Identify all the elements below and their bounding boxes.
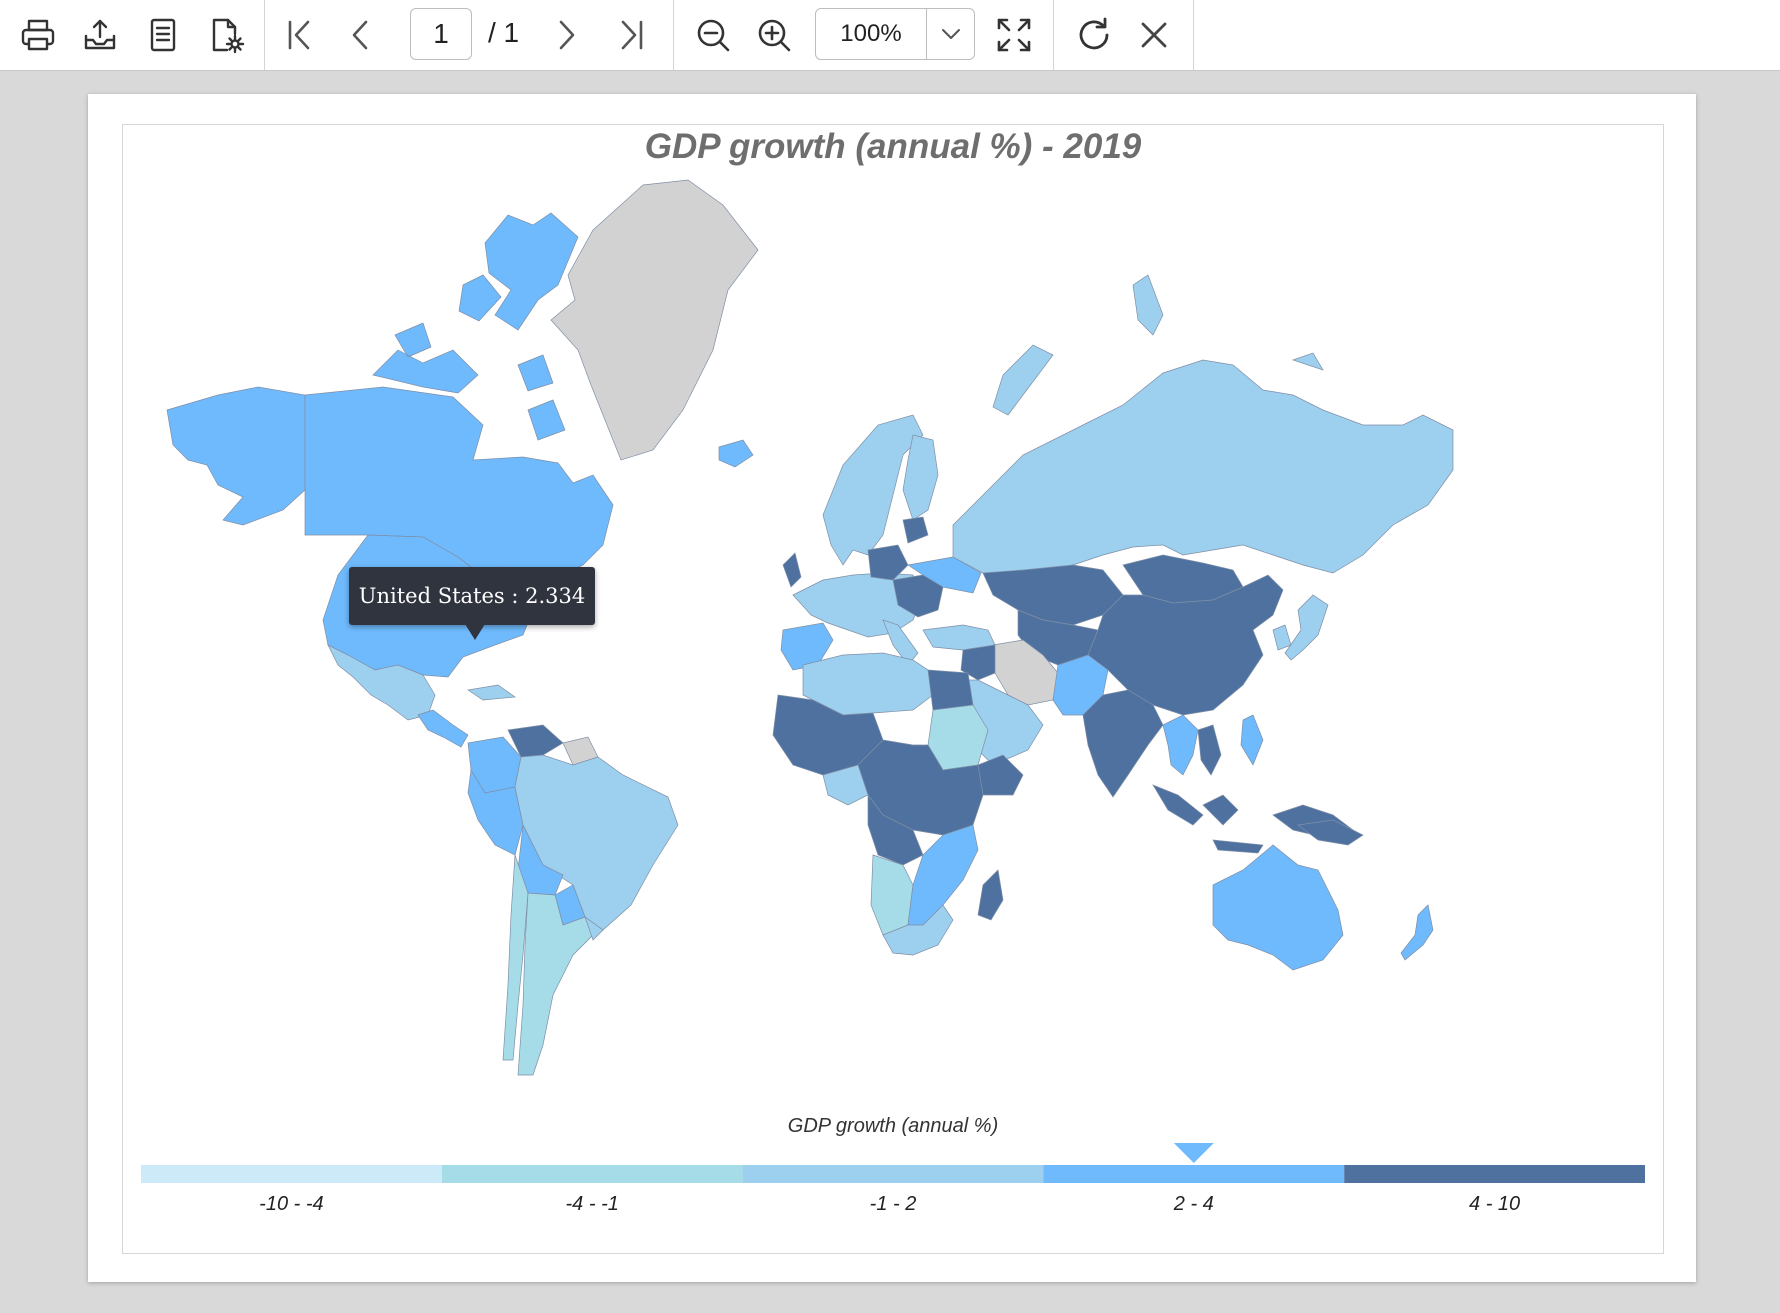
country-russia[interactable] <box>952 359 1454 576</box>
country-finland[interactable] <box>902 434 939 521</box>
fit-page-button[interactable] <box>990 10 1038 60</box>
country-greenland[interactable] <box>550 179 759 461</box>
country-egypt[interactable] <box>927 669 974 711</box>
chevron-down-icon <box>942 29 960 39</box>
legend-swatch-3[interactable] <box>1043 1165 1345 1183</box>
country-south-africa[interactable] <box>882 904 954 956</box>
map-title: GDP growth (annual %) - 2019 <box>644 127 1142 166</box>
legend-label-3: 2 - 4 <box>1173 1193 1214 1215</box>
export-icon <box>84 19 116 50</box>
country-vietnam[interactable] <box>1197 724 1222 776</box>
country-australia[interactable] <box>1212 844 1344 971</box>
country-china[interactable] <box>1087 574 1284 716</box>
page-total-label: / 1 <box>488 17 520 48</box>
zoom-in-button[interactable] <box>750 10 798 60</box>
zoom-out-button[interactable] <box>689 10 737 60</box>
next-page-button[interactable] <box>543 10 591 60</box>
country-central-america[interactable] <box>417 709 469 748</box>
zoom-out-icon <box>697 19 730 52</box>
next-page-icon <box>559 20 575 50</box>
country-papua[interactable] <box>1297 819 1364 846</box>
country-alaska[interactable] <box>166 386 306 526</box>
zoom-dropdown-toggle[interactable] <box>926 9 975 59</box>
country-poland[interactable] <box>867 544 909 581</box>
document-icon <box>150 18 176 52</box>
country-western-europe[interactable] <box>792 572 924 638</box>
country-new-zealand[interactable] <box>1400 904 1434 961</box>
country-se-asia[interactable] <box>1162 714 1199 776</box>
legend-title: GDP growth (annual %) <box>787 1115 999 1137</box>
page-setup-icon <box>212 18 245 54</box>
country-philippines[interactable] <box>1240 714 1264 766</box>
country-chile[interactable] <box>502 854 529 1061</box>
country-scandinavia[interactable] <box>822 414 924 566</box>
legend-swatch-0[interactable] <box>141 1165 442 1183</box>
tooltip-arrow <box>465 624 485 640</box>
country-turkey[interactable] <box>922 624 996 651</box>
legend-swatch-1[interactable] <box>441 1165 743 1183</box>
country-russia-north[interactable] <box>992 274 1324 416</box>
previous-page-button[interactable] <box>336 10 384 60</box>
country-angola-namibia[interactable] <box>870 854 914 936</box>
report-viewer-toolbar: / 1 100% <box>0 0 1780 71</box>
last-page-button[interactable] <box>607 10 655 60</box>
country-indonesia[interactable] <box>1152 784 1354 854</box>
zoom-value: 100% <box>840 20 902 47</box>
map-frame: GDP growth (annual %) - 2019 GDP growth … <box>122 124 1664 1254</box>
country-canada-islands[interactable] <box>372 212 579 441</box>
country-argentina[interactable] <box>517 892 594 1076</box>
refresh-button[interactable] <box>1071 10 1119 60</box>
country-iceland[interactable] <box>718 439 754 468</box>
legend-label-4: 4 - 10 <box>1469 1193 1521 1215</box>
country-madagascar[interactable] <box>977 869 1004 921</box>
page-setup-button[interactable] <box>202 10 250 60</box>
close-icon <box>1141 22 1167 48</box>
country-india[interactable] <box>1082 689 1164 798</box>
country-ethiopia[interactable] <box>977 754 1024 796</box>
legend-label-0: -10 - -4 <box>259 1193 324 1215</box>
fit-page-icon <box>997 18 1031 52</box>
print-button[interactable] <box>14 10 62 60</box>
report-page: GDP growth (annual %) - 2019 GDP growth … <box>88 94 1696 1282</box>
country-baltics[interactable] <box>902 516 929 544</box>
print-icon <box>21 19 55 51</box>
legend-label-1: -4 - -1 <box>565 1193 619 1215</box>
country-uruguay[interactable] <box>584 916 604 941</box>
country-italy[interactable] <box>882 619 919 666</box>
document-map-button[interactable] <box>139 10 187 60</box>
export-button[interactable] <box>76 10 124 60</box>
previous-page-icon <box>352 20 368 50</box>
page-number-input[interactable] <box>410 8 472 60</box>
world-map <box>141 179 1645 1183</box>
close-button[interactable] <box>1130 10 1178 60</box>
zoom-in-icon <box>758 19 791 52</box>
legend-swatch-4[interactable] <box>1344 1165 1645 1183</box>
country-sahel[interactable] <box>822 764 869 806</box>
legend-label-2: -1 - 2 <box>869 1193 917 1215</box>
zoom-dropdown[interactable]: 100% <box>815 8 975 60</box>
country-iraq-syria[interactable] <box>960 644 996 681</box>
country-venezuela[interactable] <box>507 724 564 758</box>
first-page-icon <box>288 20 310 50</box>
country-congo[interactable] <box>867 793 924 866</box>
legend-swatch-2[interactable] <box>742 1165 1044 1183</box>
refresh-icon <box>1079 17 1109 50</box>
first-page-button[interactable] <box>276 10 324 60</box>
map-tooltip: United States : 2.334 <box>349 567 595 625</box>
country-uk[interactable] <box>782 552 802 588</box>
last-page-icon <box>621 20 643 50</box>
country-kazakhstan[interactable] <box>982 564 1124 626</box>
country-cuba[interactable] <box>467 684 516 701</box>
legend-pointer <box>1173 1143 1214 1163</box>
country-east-southern-africa[interactable] <box>907 824 979 926</box>
country-korea-japan[interactable] <box>1272 594 1329 661</box>
